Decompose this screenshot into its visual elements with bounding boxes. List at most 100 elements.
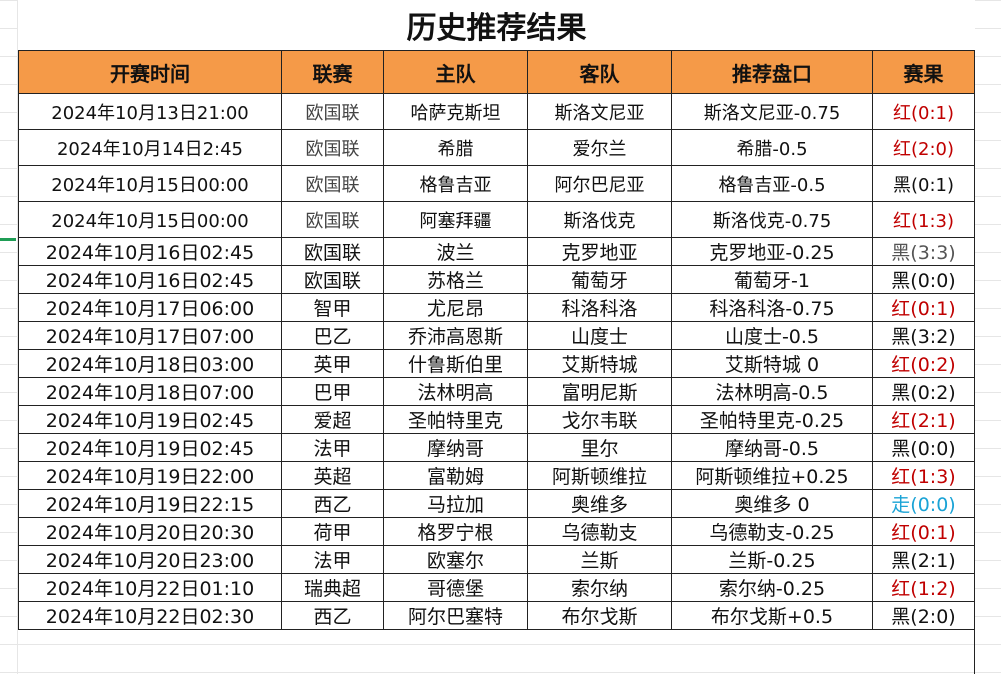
cell-time[interactable]: 2024年10月18日03:00 — [18, 349, 282, 378]
cell-pick[interactable]: 圣帕特里克-0.25 — [671, 405, 873, 434]
cell-result[interactable]: 黑(0:0) — [872, 265, 975, 294]
cell-pick[interactable]: 克罗地亚-0.25 — [671, 237, 873, 266]
cell-away[interactable]: 兰斯 — [527, 545, 672, 574]
cell-league[interactable]: 瑞典超 — [281, 573, 384, 602]
cell-time[interactable]: 2024年10月15日00:00 — [18, 201, 282, 238]
cell-league[interactable]: 荷甲 — [281, 517, 384, 546]
cell-time[interactable]: 2024年10月20日23:00 — [18, 545, 282, 574]
cell-pick[interactable]: 阿斯顿维拉+0.25 — [671, 461, 873, 490]
cell-league[interactable]: 欧国联 — [281, 265, 384, 294]
cell-away[interactable]: 索尔纳 — [527, 573, 672, 602]
cell-league[interactable]: 欧国联 — [281, 165, 384, 202]
cell-time[interactable]: 2024年10月17日06:00 — [18, 293, 282, 322]
cell-pick[interactable]: 艾斯特城 0 — [671, 349, 873, 378]
cell-time[interactable]: 2024年10月17日07:00 — [18, 321, 282, 350]
cell-time[interactable]: 2024年10月19日22:00 — [18, 461, 282, 490]
cell-league[interactable]: 欧国联 — [281, 237, 384, 266]
cell-pick[interactable]: 兰斯-0.25 — [671, 545, 873, 574]
cell-result[interactable]: 红(2:0) — [872, 129, 975, 166]
cell-result[interactable]: 红(0:1) — [872, 293, 975, 322]
cell-pick[interactable]: 希腊-0.5 — [671, 129, 873, 166]
cell-away[interactable]: 斯洛伐克 — [527, 201, 672, 238]
cell-pick[interactable]: 斯洛伐克-0.75 — [671, 201, 873, 238]
cell-result[interactable]: 黑(0:0) — [872, 433, 975, 462]
cell-pick[interactable]: 乌德勒支-0.25 — [671, 517, 873, 546]
cell-time[interactable]: 2024年10月19日22:15 — [18, 489, 282, 518]
cell-home[interactable]: 波兰 — [383, 237, 528, 266]
cell-result[interactable]: 红(0:1) — [872, 93, 975, 130]
cell-result[interactable]: 黑(3:2) — [872, 321, 975, 350]
cell-pick[interactable]: 摩纳哥-0.5 — [671, 433, 873, 462]
cell-home[interactable]: 哈萨克斯坦 — [383, 93, 528, 130]
cell-result[interactable]: 红(2:1) — [872, 405, 975, 434]
cell-result[interactable]: 红(0:1) — [872, 517, 975, 546]
cell-home[interactable]: 圣帕特里克 — [383, 405, 528, 434]
cell-league[interactable]: 西乙 — [281, 601, 384, 630]
cell-home[interactable]: 格罗宁根 — [383, 517, 528, 546]
page-title[interactable]: 历史推荐结果 — [18, 0, 975, 51]
cell-league[interactable]: 西乙 — [281, 489, 384, 518]
cell-pick[interactable]: 科洛科洛-0.75 — [671, 293, 873, 322]
cell-home[interactable]: 乔沛高恩斯 — [383, 321, 528, 350]
cell-time[interactable]: 2024年10月19日02:45 — [18, 433, 282, 462]
cell-home[interactable]: 欧塞尔 — [383, 545, 528, 574]
cell-league[interactable]: 巴乙 — [281, 321, 384, 350]
cell-time[interactable]: 2024年10月15日00:00 — [18, 165, 282, 202]
cell-result[interactable]: 红(1:2) — [872, 573, 975, 602]
cell-result[interactable]: 黑(0:2) — [872, 377, 975, 406]
cell-home[interactable]: 希腊 — [383, 129, 528, 166]
cell-league[interactable]: 欧国联 — [281, 129, 384, 166]
cell-result[interactable]: 红(0:2) — [872, 349, 975, 378]
cell-time[interactable]: 2024年10月14日2:45 — [18, 129, 282, 166]
cell-pick[interactable]: 法林明高-0.5 — [671, 377, 873, 406]
cell-result[interactable]: 红(1:3) — [872, 201, 975, 238]
cell-home[interactable]: 法林明高 — [383, 377, 528, 406]
cell-result[interactable]: 红(1:3) — [872, 461, 975, 490]
cell-league[interactable]: 巴甲 — [281, 377, 384, 406]
cell-result[interactable]: 黑(0:1) — [872, 165, 975, 202]
cell-away[interactable]: 富明尼斯 — [527, 377, 672, 406]
cell-home[interactable]: 阿尔巴塞特 — [383, 601, 528, 630]
header-pick[interactable]: 推荐盘口 — [671, 50, 873, 94]
cell-league[interactable]: 法甲 — [281, 545, 384, 574]
cell-away[interactable]: 戈尔韦联 — [527, 405, 672, 434]
cell-away[interactable]: 阿斯顿维拉 — [527, 461, 672, 490]
cell-home[interactable]: 苏格兰 — [383, 265, 528, 294]
header-time[interactable]: 开赛时间 — [18, 50, 282, 94]
cell-time[interactable]: 2024年10月19日02:45 — [18, 405, 282, 434]
cell-home[interactable]: 格鲁吉亚 — [383, 165, 528, 202]
cell-time[interactable]: 2024年10月16日02:45 — [18, 265, 282, 294]
cell-home[interactable]: 什鲁斯伯里 — [383, 349, 528, 378]
cell-pick[interactable]: 布尔戈斯+0.5 — [671, 601, 873, 630]
cell-away[interactable]: 科洛科洛 — [527, 293, 672, 322]
cell-home[interactable]: 马拉加 — [383, 489, 528, 518]
cell-result[interactable]: 黑(2:0) — [872, 601, 975, 630]
cell-league[interactable]: 智甲 — [281, 293, 384, 322]
cell-result[interactable]: 走(0:0) — [872, 489, 975, 518]
cell-league[interactable]: 爱超 — [281, 405, 384, 434]
cell-league[interactable]: 法甲 — [281, 433, 384, 462]
cell-away[interactable]: 爱尔兰 — [527, 129, 672, 166]
cell-pick[interactable]: 山度士-0.5 — [671, 321, 873, 350]
cell-away[interactable]: 斯洛文尼亚 — [527, 93, 672, 130]
cell-away[interactable]: 艾斯特城 — [527, 349, 672, 378]
cell-time[interactable]: 2024年10月22日01:10 — [18, 573, 282, 602]
cell-home[interactable]: 尤尼昂 — [383, 293, 528, 322]
cell-pick[interactable]: 奥维多 0 — [671, 489, 873, 518]
cell-pick[interactable]: 斯洛文尼亚-0.75 — [671, 93, 873, 130]
cell-away[interactable]: 奥维多 — [527, 489, 672, 518]
cell-pick[interactable]: 葡萄牙-1 — [671, 265, 873, 294]
cell-result[interactable]: 黑(3:3) — [872, 237, 975, 266]
cell-away[interactable]: 山度士 — [527, 321, 672, 350]
cell-league[interactable]: 欧国联 — [281, 93, 384, 130]
header-league[interactable]: 联赛 — [281, 50, 384, 94]
cell-league[interactable]: 英甲 — [281, 349, 384, 378]
cell-home[interactable]: 摩纳哥 — [383, 433, 528, 462]
header-home[interactable]: 主队 — [383, 50, 528, 94]
cell-home[interactable]: 阿塞拜疆 — [383, 201, 528, 238]
cell-league[interactable]: 英超 — [281, 461, 384, 490]
cell-pick[interactable]: 格鲁吉亚-0.5 — [671, 165, 873, 202]
header-result[interactable]: 赛果 — [872, 50, 975, 94]
cell-time[interactable]: 2024年10月13日21:00 — [18, 93, 282, 130]
cell-away[interactable]: 布尔戈斯 — [527, 601, 672, 630]
